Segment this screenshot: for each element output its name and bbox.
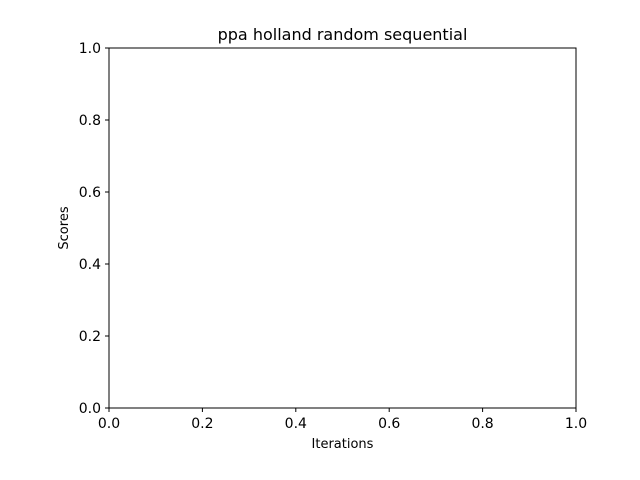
y-tick-label: 0.6 <box>79 185 101 201</box>
chart-title: ppa holland random sequential <box>218 25 468 44</box>
y-axis-ticks: 0.0 0.2 0.4 0.6 0.8 1.0 <box>79 41 109 417</box>
x-tick-label: 0.0 <box>98 416 120 432</box>
y-tick-label: 0.2 <box>79 329 101 345</box>
y-axis-label: Scores <box>57 206 72 249</box>
x-tick-label: 0.6 <box>378 416 400 432</box>
y-tick-label: 0.4 <box>79 257 101 273</box>
y-tick-label: 0.0 <box>79 401 101 417</box>
y-tick-label: 1.0 <box>79 41 101 57</box>
x-axis-ticks: 0.0 0.2 0.4 0.6 0.8 1.0 <box>98 408 587 432</box>
x-tick-label: 0.8 <box>471 416 493 432</box>
x-tick-label: 0.2 <box>191 416 213 432</box>
plot-frame <box>108 47 577 409</box>
y-tick-label: 0.8 <box>79 113 101 129</box>
plot-area <box>109 48 576 408</box>
x-tick-label: 1.0 <box>565 416 587 432</box>
x-axis-label: Iterations <box>312 437 374 452</box>
x-tick-label: 0.4 <box>285 416 307 432</box>
